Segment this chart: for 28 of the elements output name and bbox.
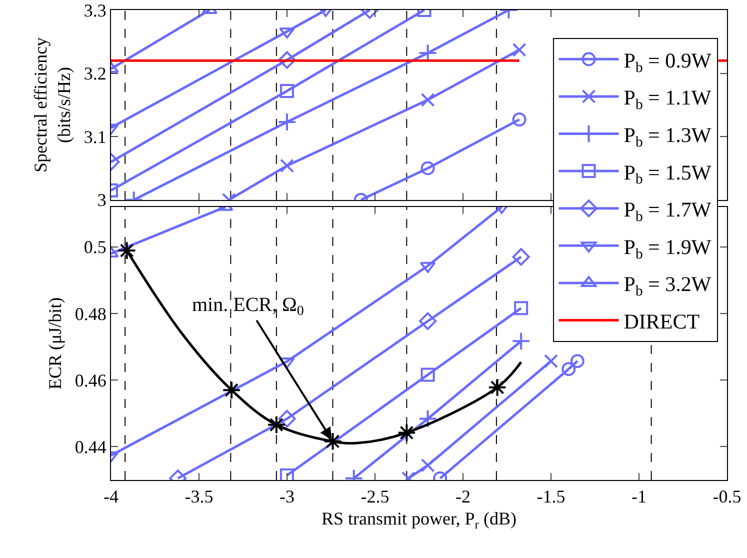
legend-label: P$_{b}$ = 1.5W <box>624 160 712 188</box>
x-tick-label: -2 <box>456 486 470 507</box>
y-axis-title: ECR (μJ/bit) <box>45 297 66 390</box>
annotation: min. ECR, Ω$_{0}$ <box>192 294 304 320</box>
y-tick-label: 3.2 <box>84 64 106 84</box>
legend-label: P$_{b}$ = 3.2W <box>624 272 712 300</box>
y-tick-label: 0.5 <box>84 237 106 258</box>
legend-label: P$_{b}$ = 1.1W <box>624 86 712 114</box>
x-tick-label: -1.5 <box>536 486 566 507</box>
legend-label: P$_{b}$ = 0.9W <box>624 48 712 76</box>
x-axis-title: RS transmit power, P$_{r}$ (dB) <box>322 508 516 532</box>
x-tick-label: -2.5 <box>360 486 390 507</box>
legend-label: DIRECT <box>624 309 700 334</box>
y-tick-label: 0.46 <box>74 370 106 390</box>
y-tick-label: 3.3 <box>84 0 106 20</box>
x-tick-label: -1 <box>632 486 646 507</box>
legend-label: P$_{b}$ = 1.9W <box>624 234 712 262</box>
y-tick-label: 0.48 <box>74 304 106 324</box>
x-tick-label: -4 <box>104 486 118 507</box>
y-tick-label: 3 <box>97 190 106 210</box>
y-tick-label: 0.44 <box>74 437 106 457</box>
legend-label: P$_{b}$ = 1.3W <box>624 122 712 150</box>
x-tick-label: -0.5 <box>712 486 742 507</box>
y-axis-title: Spectral efficiency (bits/s/Hz) <box>30 37 74 172</box>
x-tick-label: -3 <box>280 486 294 507</box>
x-tick-label: -3.5 <box>184 486 214 507</box>
legend-label: P$_{b}$ = 1.7W <box>624 198 712 225</box>
y-tick-label: 3.1 <box>84 126 106 147</box>
